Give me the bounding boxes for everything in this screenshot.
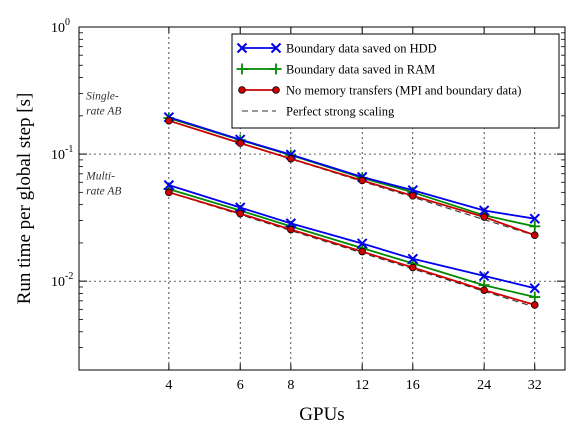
circle-marker xyxy=(480,213,488,221)
x-marker-stroke xyxy=(529,283,540,294)
legend-label: No memory transfers (MPI and boundary da… xyxy=(286,84,521,98)
circle-marker xyxy=(272,86,280,94)
x-marker-stroke xyxy=(236,42,248,54)
circle-marker xyxy=(409,191,417,200)
circle-marker xyxy=(358,176,366,185)
circle-marker xyxy=(165,188,173,197)
series-line xyxy=(168,116,535,220)
plus-marker xyxy=(529,291,541,303)
x-marker xyxy=(478,205,490,216)
x-marker-stroke xyxy=(285,218,297,229)
y-axis-label: Run time per global step [s] xyxy=(14,93,35,305)
plus-marker xyxy=(236,63,248,75)
legend-label: Boundary data saved in RAM xyxy=(286,63,435,77)
x-marker xyxy=(478,270,490,282)
plot-frame xyxy=(78,26,566,371)
x-tick-label: 16 xyxy=(406,378,420,393)
x-tick-label: 32 xyxy=(528,378,542,393)
axis-ticks: 4 6 8 12 16 24 32 100 10-1 10-2 xyxy=(51,17,565,393)
circle-marker xyxy=(238,86,246,94)
x-marker-stroke xyxy=(478,205,490,216)
annotation-label: rate AB xyxy=(86,105,121,117)
x-tick-label: 8 xyxy=(287,378,294,393)
plot-series xyxy=(163,112,541,309)
y-tick-label: 10-1 xyxy=(51,144,73,163)
x-marker-stroke xyxy=(407,253,419,264)
x-marker xyxy=(163,179,175,191)
series-line xyxy=(168,188,536,298)
x-marker-stroke xyxy=(478,270,490,282)
legend-label: Perfect strong scaling xyxy=(286,105,395,119)
x-tick-label: 12 xyxy=(355,378,369,393)
x-marker xyxy=(407,253,419,264)
x-marker xyxy=(529,213,540,224)
circle-marker xyxy=(409,263,417,272)
x-marker-stroke xyxy=(270,42,282,54)
annotation-label: Single- xyxy=(86,90,119,102)
series-2 xyxy=(165,116,539,309)
series-0 xyxy=(163,112,540,294)
annotation-label: Multi- xyxy=(85,171,115,183)
y-tick-label: 100 xyxy=(51,17,70,36)
legend: Boundary data saved on HDD Boundary data … xyxy=(231,33,560,129)
x-marker-stroke xyxy=(356,238,368,249)
circle-marker xyxy=(480,286,488,294)
circle-marker xyxy=(287,225,295,234)
legend-label: Boundary data saved on HDD xyxy=(286,42,437,56)
x-tick-label: 6 xyxy=(237,378,244,393)
x-marker xyxy=(529,283,540,294)
plus-marker xyxy=(270,63,282,75)
x-marker xyxy=(356,238,368,249)
circle-marker xyxy=(236,209,245,218)
x-marker xyxy=(407,184,419,196)
x-marker-stroke xyxy=(407,184,419,196)
circle-marker xyxy=(287,154,295,163)
x-marker xyxy=(270,42,282,54)
x-tick-label: 4 xyxy=(165,378,172,393)
circle-marker xyxy=(530,301,539,309)
x-marker-stroke xyxy=(163,179,175,191)
x-tick-label: 24 xyxy=(477,378,491,393)
y-tick-label: 10-2 xyxy=(51,271,73,290)
annotations: Single-rate AB Multi-rate AB xyxy=(85,90,121,197)
x-marker xyxy=(236,42,248,54)
circle-marker xyxy=(358,247,366,256)
circle-marker xyxy=(236,139,245,147)
plus-marker xyxy=(529,220,541,232)
circle-marker xyxy=(165,116,173,125)
x-marker xyxy=(285,218,297,229)
annotation-label: rate AB xyxy=(86,186,121,198)
x-axis-label: GPUs xyxy=(299,404,344,425)
x-marker xyxy=(235,202,246,213)
legend-frame xyxy=(231,33,560,129)
circle-marker xyxy=(530,231,539,240)
x-marker-stroke xyxy=(235,202,246,213)
x-marker-stroke xyxy=(529,213,540,224)
